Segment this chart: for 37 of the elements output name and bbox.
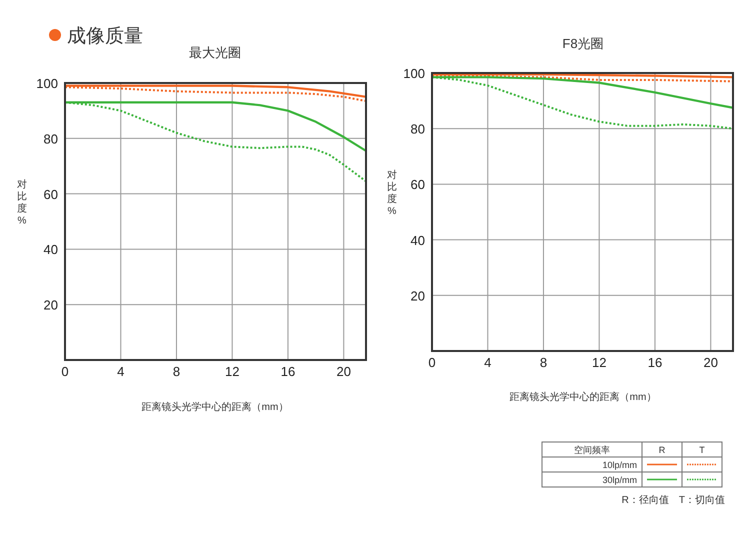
y-tick-label: 60 xyxy=(44,186,58,202)
x-tick-label: 0 xyxy=(61,364,69,379)
x-axis-title: 距离镜头光学中心的距离（mm） xyxy=(142,401,288,413)
y-tick-label: 100 xyxy=(403,66,425,81)
x-tick-label: 20 xyxy=(336,364,351,379)
x-tick-label: 8 xyxy=(540,355,548,370)
x-tick-label: 16 xyxy=(648,355,662,370)
x-axis-title: 距离镜头光学中心的距离（mm） xyxy=(510,391,656,403)
x-tick-label: 4 xyxy=(484,355,492,370)
legend-title: 空间频率 xyxy=(574,445,610,455)
text: R xyxy=(658,445,666,455)
chart-title: 成像质量 xyxy=(67,26,143,47)
x-tick-label: 0 xyxy=(428,355,436,370)
text: R：径向值 T：切向值 xyxy=(622,494,725,506)
legend-label: 10lp/mm xyxy=(602,460,637,470)
y-axis-title: 对比度% xyxy=(17,178,27,226)
y-tick-label: 20 xyxy=(410,288,425,304)
y-tick-label: 20 xyxy=(44,298,58,313)
chart-subtitle: 最大光圈 xyxy=(189,45,241,60)
y-axis-title: 对比度% xyxy=(387,169,397,217)
y-tick-label: 40 xyxy=(410,232,425,248)
legend-item: 10lp/mm xyxy=(602,460,717,470)
chart-subtitle: F8光圈 xyxy=(562,36,604,51)
text: T xyxy=(699,445,705,455)
x-tick-label: 4 xyxy=(117,364,124,379)
y-tick-label: 60 xyxy=(410,177,425,192)
x-tick-label: 16 xyxy=(280,364,296,379)
y-tick-label: 40 xyxy=(44,242,58,258)
y-tick-label: 100 xyxy=(36,76,58,91)
legend-label: 30lp/mm xyxy=(602,475,637,485)
x-tick-label: 12 xyxy=(224,364,240,379)
legend-item: 30lp/mm xyxy=(602,475,717,485)
x-tick-label: 8 xyxy=(172,364,180,379)
y-tick-label: 80 xyxy=(44,131,58,146)
x-tick-label: 12 xyxy=(592,355,606,370)
y-tick-label: 80 xyxy=(410,122,425,137)
x-tick-label: 20 xyxy=(703,355,718,370)
